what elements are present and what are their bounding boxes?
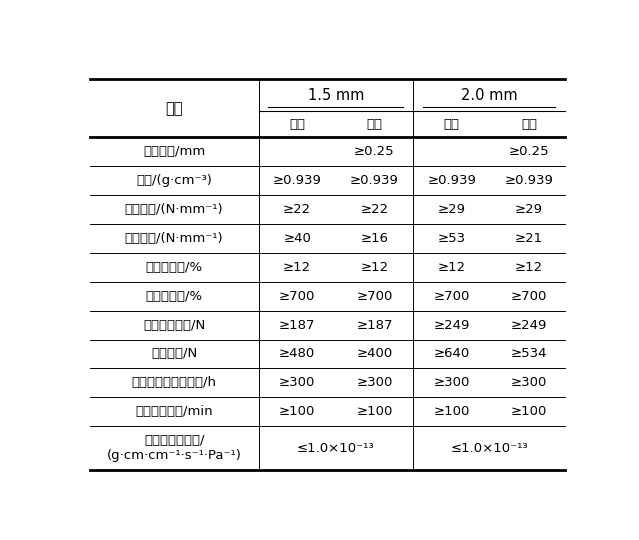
Text: ≥534: ≥534	[511, 347, 547, 361]
Text: ≥100: ≥100	[433, 405, 470, 418]
Text: ≥0.939: ≥0.939	[350, 174, 399, 187]
Text: ≥300: ≥300	[511, 376, 547, 389]
Text: ≥400: ≥400	[357, 347, 392, 361]
Text: ≥12: ≥12	[515, 261, 543, 274]
Text: ≥300: ≥300	[279, 376, 316, 389]
Text: 糙面: 糙面	[366, 118, 382, 131]
Text: ≥22: ≥22	[360, 203, 389, 216]
Text: 光面: 光面	[289, 118, 305, 131]
Text: ≥700: ≥700	[357, 290, 392, 303]
Text: ≥21: ≥21	[515, 232, 543, 245]
Text: 穿刺强度/N: 穿刺强度/N	[151, 347, 197, 361]
Text: 断裂伸长率/%: 断裂伸长率/%	[146, 290, 203, 303]
Text: ≥187: ≥187	[356, 319, 393, 332]
Text: ≥300: ≥300	[433, 376, 470, 389]
Text: 糙面: 糙面	[521, 118, 537, 131]
Text: 毛糙高度/mm: 毛糙高度/mm	[143, 145, 205, 158]
Text: 光面: 光面	[443, 118, 459, 131]
Text: ≥0.25: ≥0.25	[509, 145, 550, 158]
Text: 耐环境应力开裂时间/h: 耐环境应力开裂时间/h	[132, 376, 217, 389]
Text: 性能: 性能	[166, 101, 183, 116]
Text: 氧化诱导时间/min: 氧化诱导时间/min	[135, 405, 213, 418]
Text: ≥29: ≥29	[438, 203, 466, 216]
Text: ≤1.0×10⁻¹³: ≤1.0×10⁻¹³	[297, 442, 374, 455]
Text: ≥0.939: ≥0.939	[505, 174, 553, 187]
Text: ≥249: ≥249	[433, 319, 470, 332]
Text: 直角撞裂强度/N: 直角撞裂强度/N	[143, 319, 205, 332]
Text: ≥100: ≥100	[279, 405, 316, 418]
Text: ≥0.939: ≥0.939	[273, 174, 321, 187]
Text: ≥249: ≥249	[511, 319, 547, 332]
Text: ≥0.939: ≥0.939	[427, 174, 476, 187]
Text: 断裂强度/(N·mm⁻¹): 断裂强度/(N·mm⁻¹)	[125, 232, 224, 245]
Text: ≥12: ≥12	[360, 261, 389, 274]
Text: 2.0 mm: 2.0 mm	[461, 88, 518, 103]
Text: ≥0.25: ≥0.25	[354, 145, 395, 158]
Text: ≥12: ≥12	[283, 261, 311, 274]
Text: ≥100: ≥100	[357, 405, 392, 418]
Text: 水蕊气渗透系数/
(g·cm·cm⁻¹·s⁻¹·Pa⁻¹): 水蕊气渗透系数/ (g·cm·cm⁻¹·s⁻¹·Pa⁻¹)	[107, 434, 242, 462]
Text: ≥22: ≥22	[283, 203, 311, 216]
Text: ≥29: ≥29	[515, 203, 543, 216]
Text: ≥480: ≥480	[279, 347, 315, 361]
Text: ≥300: ≥300	[357, 376, 392, 389]
Text: ≥53: ≥53	[438, 232, 466, 245]
Text: ≥700: ≥700	[279, 290, 316, 303]
Text: ≥700: ≥700	[511, 290, 547, 303]
Text: ≥700: ≥700	[433, 290, 470, 303]
Text: ≥640: ≥640	[434, 347, 470, 361]
Text: 屈服伸长率/%: 屈服伸长率/%	[146, 261, 203, 274]
Text: 密度/(g·cm⁻³): 密度/(g·cm⁻³)	[136, 174, 212, 187]
Text: ≥40: ≥40	[283, 232, 311, 245]
Text: ≤1.0×10⁻¹³: ≤1.0×10⁻¹³	[450, 442, 528, 455]
Text: ≥187: ≥187	[279, 319, 316, 332]
Text: ≥16: ≥16	[360, 232, 389, 245]
Text: ≥12: ≥12	[438, 261, 466, 274]
Text: 1.5 mm: 1.5 mm	[307, 88, 364, 103]
Text: 屈服强度/(N·mm⁻¹): 屈服强度/(N·mm⁻¹)	[125, 203, 224, 216]
Text: ≥100: ≥100	[511, 405, 547, 418]
